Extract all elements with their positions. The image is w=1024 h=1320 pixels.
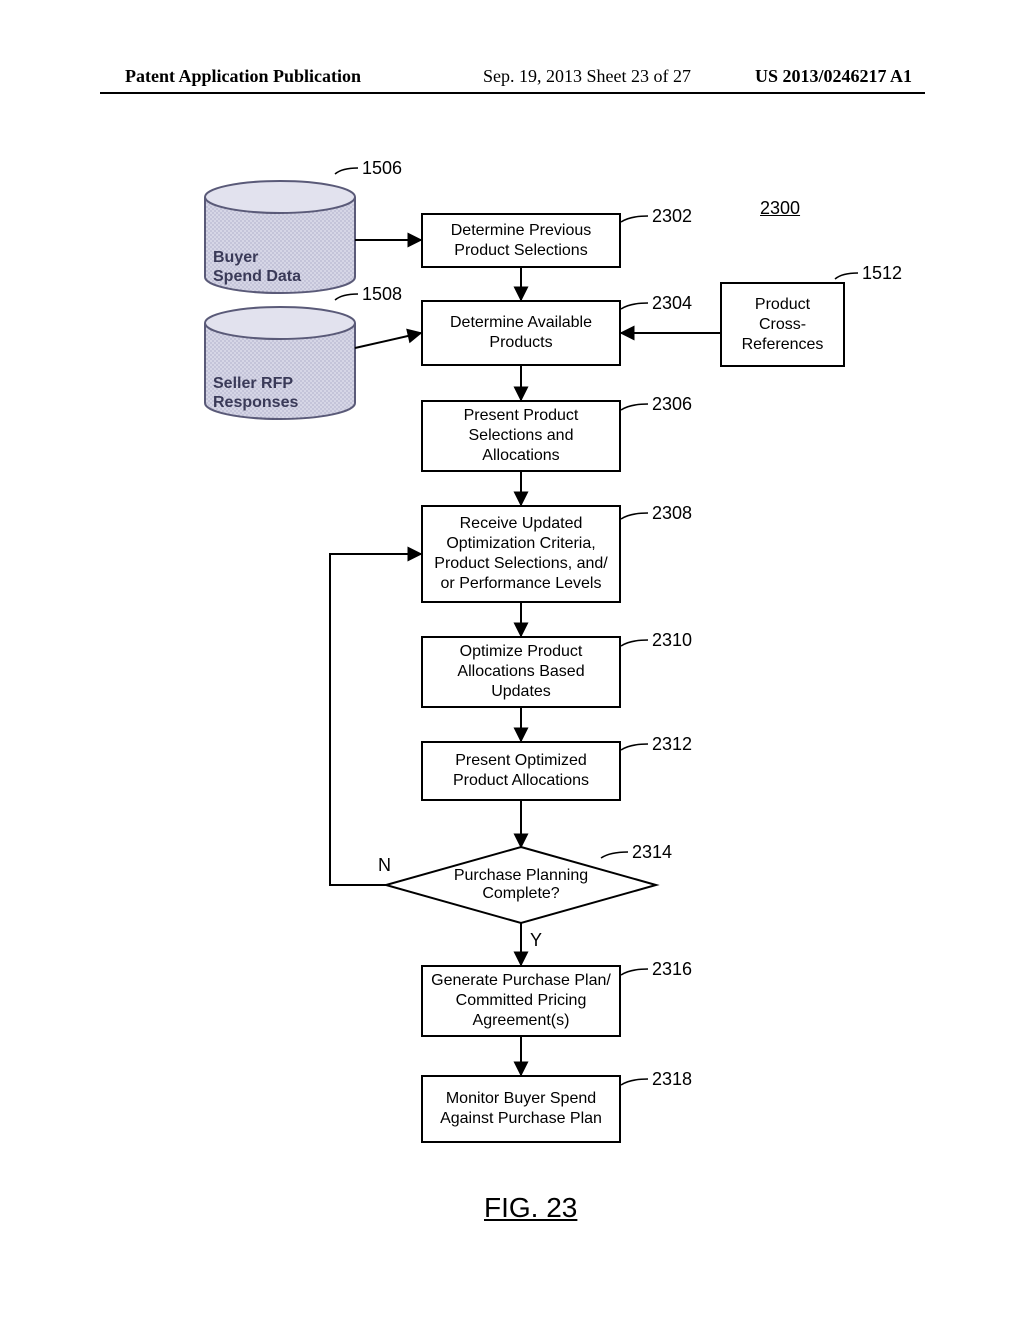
db-seller-label: Seller RFP Responses <box>213 374 298 412</box>
ref-1512: 1512 <box>862 263 902 284</box>
step-2302: Determine Previous Product Selections <box>421 213 621 268</box>
ref-2312: 2312 <box>652 734 692 755</box>
ref-2314: 2314 <box>632 842 672 863</box>
decision-yes: Y <box>530 930 542 951</box>
step-2312: Present Optimized Product Allocations <box>421 741 621 801</box>
ref-2304: 2304 <box>652 293 692 314</box>
figure-label: FIG. 23 <box>484 1192 577 1224</box>
db-buyer-label: Buyer Spend Data <box>213 248 301 286</box>
step-2304: Determine Available Products <box>421 300 621 366</box>
ref-2308: 2308 <box>652 503 692 524</box>
ref-2316: 2316 <box>652 959 692 980</box>
ref-1508: 1508 <box>362 284 402 305</box>
ref-2306: 2306 <box>652 394 692 415</box>
step-2310: Optimize Product Allocations Based Updat… <box>421 636 621 708</box>
sidebox-xref: Product Cross- References <box>720 282 845 367</box>
decision-no: N <box>378 855 391 876</box>
step-2316: Generate Purchase Plan/ Committed Pricin… <box>421 965 621 1037</box>
decision-2314: Purchase Planning Complete? <box>436 867 606 903</box>
step-2318: Monitor Buyer Spend Against Purchase Pla… <box>421 1075 621 1143</box>
ref-1506: 1506 <box>362 158 402 179</box>
figure-number: 2300 <box>760 198 800 219</box>
ref-2310: 2310 <box>652 630 692 651</box>
step-2306: Present Product Selections and Allocatio… <box>421 400 621 472</box>
step-2308: Receive Updated Optimization Criteria, P… <box>421 505 621 603</box>
ref-2318: 2318 <box>652 1069 692 1090</box>
ref-2302: 2302 <box>652 206 692 227</box>
